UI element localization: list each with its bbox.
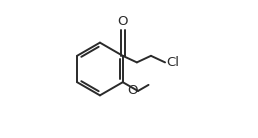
Text: O: O — [127, 84, 137, 97]
Text: Cl: Cl — [166, 56, 179, 69]
Text: O: O — [117, 15, 128, 28]
